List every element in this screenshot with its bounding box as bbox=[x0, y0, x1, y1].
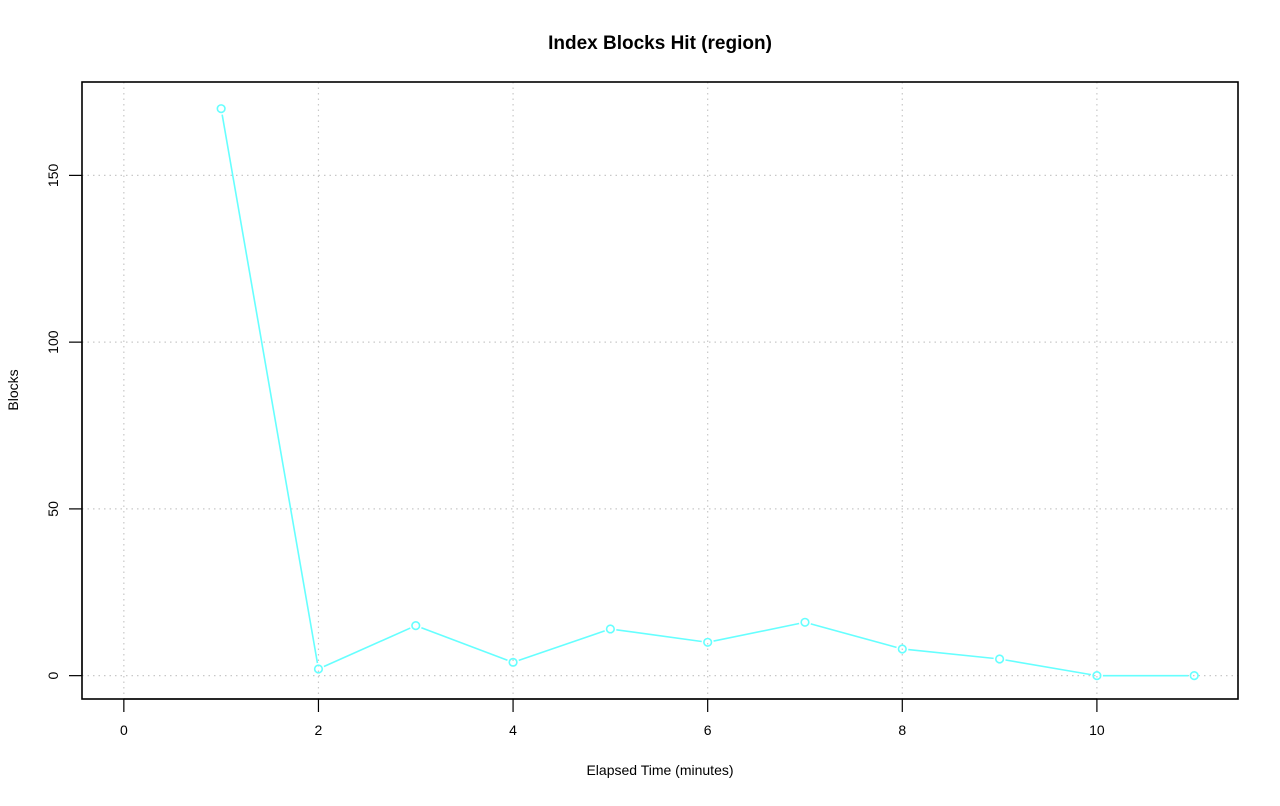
data-point bbox=[216, 104, 226, 114]
series-line-segment bbox=[616, 628, 702, 643]
series-line-segment bbox=[518, 630, 605, 662]
x-tick-label: 8 bbox=[898, 722, 906, 738]
data-point bbox=[411, 621, 421, 631]
y-axis: 0 50 100 150 bbox=[45, 163, 83, 680]
y-tick-label: 100 bbox=[45, 330, 61, 354]
x-axis-label: Elapsed Time (minutes) bbox=[586, 762, 733, 778]
data-point bbox=[994, 654, 1005, 664]
y-axis-label: Blocks bbox=[5, 369, 21, 410]
chart-title: Index Blocks Hit (region) bbox=[548, 33, 772, 54]
series-line-segment bbox=[1005, 659, 1092, 676]
data-point bbox=[800, 617, 810, 627]
data-point bbox=[508, 657, 518, 667]
data-point bbox=[1189, 671, 1199, 681]
series-line-segment bbox=[221, 114, 319, 664]
data-point bbox=[313, 664, 324, 674]
x-tick-label: 2 bbox=[315, 722, 323, 738]
x-tick-label: 4 bbox=[509, 722, 517, 738]
series-line-segment bbox=[908, 648, 994, 660]
data-point bbox=[897, 644, 907, 654]
series-layer bbox=[216, 104, 1199, 681]
series-line-segment bbox=[323, 627, 411, 668]
x-tick-label: 0 bbox=[120, 722, 128, 738]
x-axis: 0 2 4 6 8 10 bbox=[120, 698, 1105, 738]
data-point bbox=[1092, 671, 1102, 681]
y-tick-label: 50 bbox=[45, 501, 61, 517]
data-point bbox=[703, 637, 713, 647]
x-tick-label: 10 bbox=[1089, 722, 1105, 738]
series-line-segment bbox=[713, 622, 800, 642]
series-line-segment bbox=[421, 626, 508, 661]
x-tick-label: 6 bbox=[704, 722, 712, 738]
series-line-segment bbox=[810, 623, 897, 649]
y-tick-label: 150 bbox=[45, 163, 61, 187]
y-tick-label: 0 bbox=[45, 672, 61, 680]
data-point bbox=[605, 624, 615, 634]
grid bbox=[82, 82, 1238, 699]
